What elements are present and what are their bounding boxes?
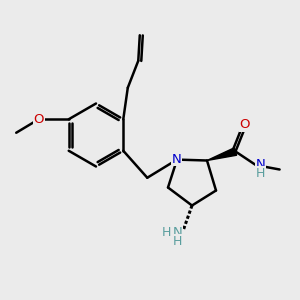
Text: H: H: [173, 235, 182, 248]
Text: N: N: [256, 158, 265, 171]
Text: H: H: [256, 167, 265, 180]
Text: N: N: [173, 226, 182, 239]
Text: O: O: [34, 113, 44, 126]
Text: O: O: [239, 118, 250, 131]
Polygon shape: [207, 148, 237, 161]
Text: N: N: [172, 152, 181, 166]
Text: H: H: [162, 226, 171, 239]
